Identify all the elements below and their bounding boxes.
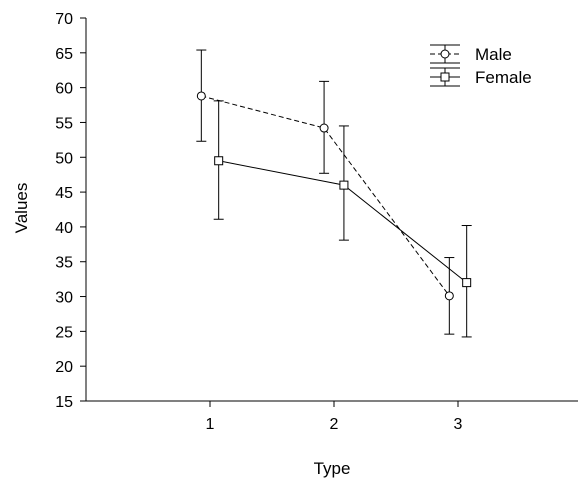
- data-point: [339, 180, 349, 190]
- series-line: [218, 160, 467, 284]
- series-male: [196, 49, 455, 335]
- legend-label: Female: [475, 68, 532, 87]
- legend-marker: [440, 72, 450, 82]
- y-tick-label: 30: [55, 290, 73, 307]
- x-tick-label: 1: [206, 416, 215, 433]
- y-tick-label: 55: [55, 115, 73, 132]
- x-tick-label: 2: [330, 416, 339, 433]
- legend-marker: [440, 49, 450, 59]
- data-point: [214, 156, 224, 166]
- legend-item-female: Female: [430, 67, 532, 87]
- y-tick-label: 25: [55, 324, 73, 341]
- axes: [85, 18, 578, 402]
- y-tick-label: 15: [55, 394, 73, 411]
- legend-label: Male: [475, 45, 512, 64]
- x-ticks: 1 2 3: [206, 401, 463, 433]
- y-tick-label: 50: [55, 150, 73, 167]
- data-point: [462, 278, 472, 288]
- y-tick-label: 65: [55, 46, 73, 63]
- y-tick-label: 20: [55, 359, 73, 376]
- x-axis-label: Type: [314, 459, 351, 478]
- plot-area: [196, 49, 472, 338]
- y-tick-label: 35: [55, 255, 73, 272]
- y-tick-label: 70: [55, 11, 73, 28]
- legend: Male Female: [430, 44, 532, 87]
- y-tick-label: 40: [55, 220, 73, 237]
- y-ticks: 15 20 25 30 35 40 45 50 55 60 65 70: [55, 11, 86, 411]
- y-tick-label: 60: [55, 81, 73, 98]
- data-point: [196, 91, 206, 101]
- y-axis-label: Values: [12, 183, 31, 234]
- y-tick-label: 45: [55, 185, 73, 202]
- data-point: [444, 291, 454, 301]
- legend-item-male: Male: [430, 44, 512, 64]
- data-point: [319, 123, 329, 133]
- series-line: [201, 95, 450, 297]
- series-female: [213, 100, 472, 338]
- x-tick-label: 3: [454, 416, 463, 433]
